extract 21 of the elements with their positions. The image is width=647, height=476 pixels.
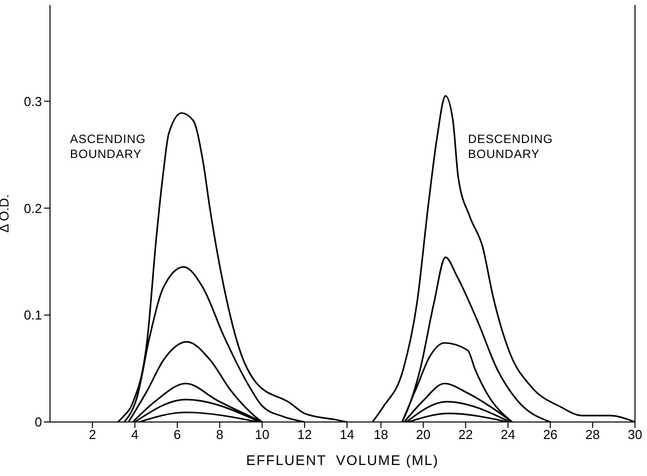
x-tick-label: 20 <box>416 427 431 442</box>
x-tick-label: 12 <box>297 427 312 442</box>
y-tick-label: 0.1 <box>24 308 42 323</box>
x-tick-label: 6 <box>174 427 181 442</box>
x-tick-label: 10 <box>254 427 270 442</box>
x-tick-label: 14 <box>340 427 354 442</box>
x-axis-title: EFFLUENT VOLUME (ML) <box>245 452 440 468</box>
y-tick-label: 0 <box>34 414 42 430</box>
x-tick-label: 4 <box>131 427 138 442</box>
x-tick-label: 28 <box>585 427 600 442</box>
x-tick-label: 8 <box>216 427 224 442</box>
x-tick-label: 18 <box>374 427 388 442</box>
x-tick-label: 24 <box>500 427 516 442</box>
annotation: ASCENDING BOUNDARY <box>70 132 147 162</box>
annotation: DESCENDING BOUNDARY <box>468 132 554 162</box>
x-tick-label: 30 <box>628 427 642 442</box>
y-tick-label: 0.3 <box>24 94 42 109</box>
y-tick-label: 0.2 <box>24 200 42 216</box>
x-tick-label: 22 <box>458 427 473 442</box>
x-tick-label: 2 <box>88 427 96 442</box>
x-tick-label: 26 <box>543 427 558 442</box>
